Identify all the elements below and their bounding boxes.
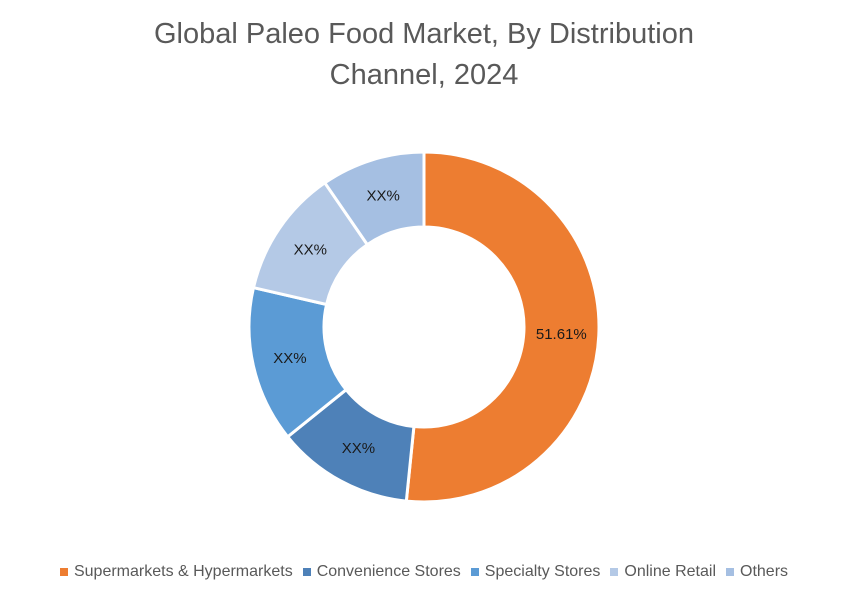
legend-swatch-icon [59,568,68,576]
legend-label: Online Retail [624,563,717,580]
legend-item: Supermarkets & Hypermarkets [59,563,293,581]
legend-item: Specialty Stores [470,563,601,581]
chart-title-line-1: Global Paleo Food Market, By Distributio… [154,18,694,50]
slice-others [322,150,426,247]
legend-label: Supermarkets & Hypermarkets [73,563,293,580]
doughnut-slices [247,150,601,504]
legend-swatch-icon [610,568,619,576]
legend-swatch-icon [302,568,311,576]
data-label: XX% [342,440,375,457]
data-label: 51.61% [536,326,587,343]
data-label: XX% [294,242,327,259]
legend-item: Online Retail [610,563,716,581]
data-label: XX% [367,188,400,205]
legend-swatch-icon [470,568,479,576]
slice-supermarkets-hypermarkets [404,150,601,504]
legend-item: Convenience Stores [302,563,461,581]
legend-label: Specialty Stores [484,563,601,580]
legend-swatch-icon [726,568,735,576]
doughnut-labels: 51.61% XX% XX% XX% XX% [273,188,586,457]
data-label: XX% [273,350,306,367]
chart-title-line-2: Channel, 2024 [329,59,519,91]
legend-item: Others [726,563,788,581]
legend-label: Others [740,563,789,580]
legend-label: Convenience Stores [316,563,461,580]
chart-legend: Supermarkets & Hypermarkets Convenience S… [0,563,848,581]
chart-title: Global Paleo Food Market, By Distributio… [0,14,848,96]
